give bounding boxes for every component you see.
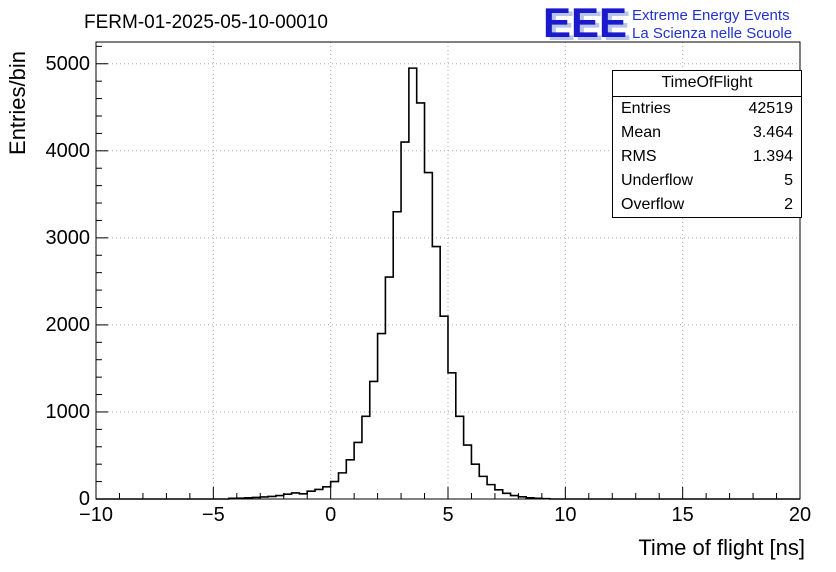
stats-box: TimeOfFlight Entries 42519 Mean 3.464 RM… (612, 70, 802, 218)
stats-value: 5 (784, 172, 793, 189)
x-tick-label: 10 (554, 504, 577, 526)
x-tick-label: 5 (442, 504, 454, 526)
stats-label: Overflow (621, 196, 685, 213)
y-tick-label: 1000 (45, 400, 91, 423)
x-tick-label: 15 (671, 504, 694, 526)
stats-row-rms: RMS 1.394 (613, 145, 801, 169)
stats-row-overflow: Overflow 2 (613, 193, 801, 217)
y-tick-label: 3000 (45, 226, 91, 249)
stats-row-mean: Mean 3.464 (613, 121, 801, 145)
stats-label: Entries (621, 100, 671, 117)
stats-label: RMS (621, 148, 657, 165)
plot-title: FERM-01-2025-05-10-00010 (84, 12, 328, 33)
eee-logo: EEE (543, 0, 628, 46)
x-axis-title: Time of flight [ns] (638, 535, 805, 560)
x-tick-label: 0 (325, 504, 337, 526)
stats-label: Mean (621, 124, 662, 141)
eee-logo-line2: La Scienza nelle Scuole (632, 25, 793, 42)
stats-value: 1.394 (752, 148, 793, 165)
y-tick-label: 2000 (45, 313, 91, 336)
x-tick-label: −5 (201, 504, 225, 526)
stats-row-underflow: Underflow 5 (613, 169, 801, 193)
y-axis-title: Entries/bin (5, 51, 30, 155)
stats-box-title: TimeOfFlight (613, 71, 801, 97)
x-tick-label: 20 (788, 504, 812, 526)
stats-row-entries: Entries 42519 (613, 97, 801, 121)
eee-logo-line1: Extreme Energy Events (632, 7, 790, 24)
stats-value: 42519 (748, 100, 794, 117)
tof-histogram-line (96, 67, 800, 500)
y-tick-label: 4000 (45, 139, 91, 162)
eee-logo-text: Extreme Energy Events La Scienza nelle S… (632, 7, 792, 43)
stats-value: 3.464 (752, 124, 793, 141)
y-tick-label: 0 (78, 488, 90, 510)
stats-value: 2 (784, 196, 793, 213)
y-tick-label: 5000 (45, 52, 91, 75)
stats-label: Underflow (621, 172, 694, 189)
x-tick-label: −10 (79, 504, 113, 526)
